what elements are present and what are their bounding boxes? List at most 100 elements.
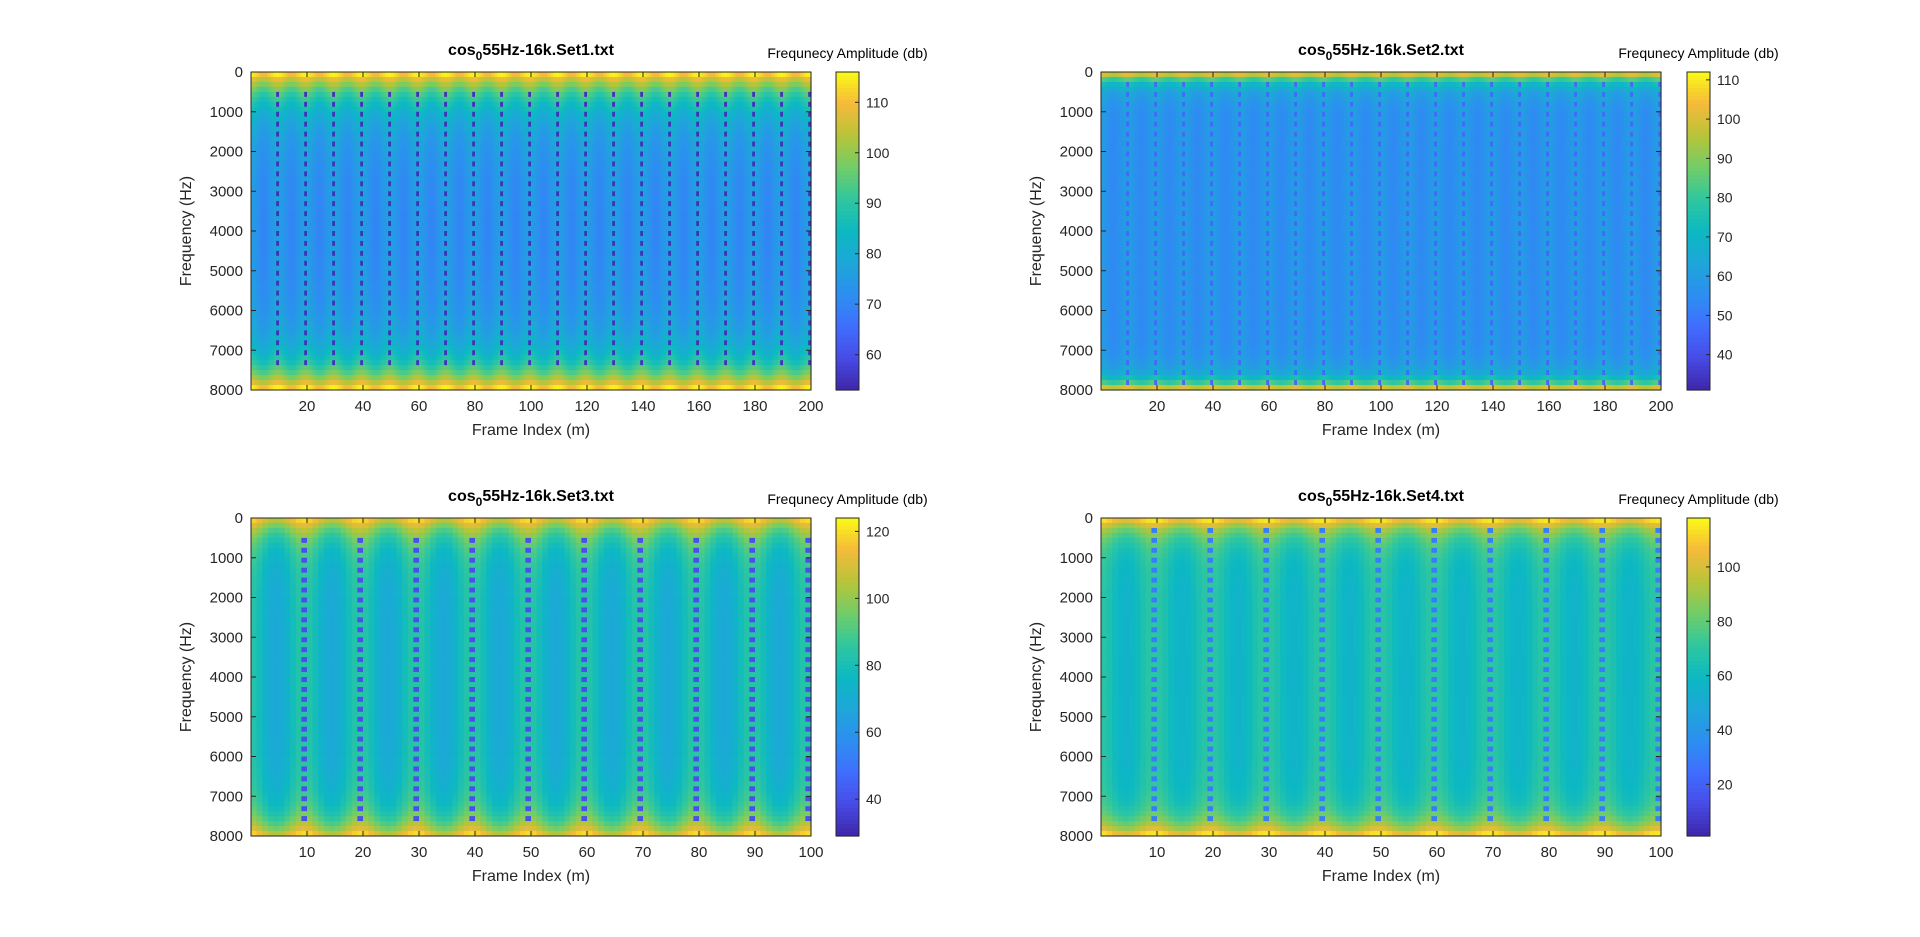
heatmap-cell (475, 72, 479, 78)
heatmap-cell (626, 86, 630, 93)
heatmap-cell (399, 106, 403, 113)
heatmap-cell (371, 106, 375, 113)
heatmap-cell (679, 96, 683, 103)
heatmap-cell (542, 76, 546, 83)
heatmap-cell (609, 81, 613, 88)
heatmap-cell (626, 96, 630, 103)
heatmap-cell (475, 96, 479, 103)
heatmap-cell (533, 76, 538, 83)
heatmap-cell (371, 101, 375, 108)
heatmap-cell (584, 86, 588, 93)
heatmap-cell (363, 101, 367, 108)
heatmap-cell (707, 91, 711, 98)
heatmap-cell (309, 72, 314, 78)
heatmap-cell (256, 81, 260, 88)
heatmap-cell (379, 96, 384, 103)
heatmap-cell (388, 91, 392, 98)
heatmap-cell (785, 96, 790, 103)
heatmap-cell (343, 96, 347, 103)
heatmap-cell (766, 91, 770, 98)
heatmap-cell (771, 106, 776, 113)
heatmap-cell (455, 72, 459, 78)
heatmap-cell (253, 106, 258, 113)
heatmap-cell (321, 101, 325, 108)
heatmap-cell (609, 86, 613, 93)
heatmap-cell (673, 86, 678, 93)
heatmap-cell (368, 106, 372, 113)
heatmap-cell (738, 96, 742, 103)
heatmap-cell (559, 96, 563, 103)
heatmap-cell (413, 91, 417, 98)
heatmap-cell (539, 91, 543, 98)
heatmap-cell (517, 91, 521, 98)
heatmap-cell (659, 106, 664, 113)
heatmap-cell (483, 72, 487, 78)
heatmap-cell (735, 91, 739, 98)
heatmap-cell (391, 106, 395, 113)
heatmap-cell (738, 72, 742, 78)
heatmap-cell (755, 81, 759, 88)
heatmap-cell (741, 106, 745, 113)
heatmap-cell (262, 76, 266, 83)
heatmap-cell (531, 76, 535, 83)
heatmap-cell (743, 91, 748, 98)
heatmap-cell (449, 81, 454, 88)
heatmap-cell (340, 76, 344, 83)
heatmap-cell (483, 106, 487, 113)
heatmap-cell (559, 91, 563, 98)
heatmap-cell (284, 101, 288, 108)
heatmap-cell (480, 91, 484, 98)
heatmap-cell (631, 81, 636, 88)
heatmap-cell (671, 81, 675, 88)
heatmap-cell (279, 101, 283, 108)
heatmap-cell (676, 86, 680, 93)
heatmap-cell (514, 96, 518, 103)
heatmap-cell (259, 86, 263, 93)
heatmap-cell (788, 72, 792, 78)
heatmap-cell (265, 111, 269, 118)
heatmap-cell (377, 91, 381, 98)
heatmap-cell (587, 86, 591, 93)
heatmap-cell (777, 81, 781, 88)
heatmap-cell (332, 76, 336, 83)
heatmap-cell (771, 101, 776, 108)
heatmap-cell (511, 91, 515, 98)
heatmap-cell (671, 72, 675, 78)
heatmap-cell (617, 96, 622, 103)
heatmap-cell (430, 96, 434, 103)
heatmap-cell (391, 86, 395, 93)
heatmap-cell (755, 76, 759, 83)
heatmap-cell (729, 106, 734, 113)
heatmap-cell (253, 101, 258, 108)
heatmap-cell (743, 96, 748, 103)
heatmap-cell (304, 81, 308, 88)
heatmap-cell (287, 81, 291, 88)
heatmap-cell (539, 81, 543, 88)
heatmap-cell (780, 86, 784, 93)
heatmap-cell (645, 76, 650, 83)
heatmap-cell (573, 96, 577, 103)
heatmap-cell (545, 72, 549, 78)
heatmap-cell (567, 106, 571, 113)
heatmap-cell (318, 86, 322, 93)
heatmap-cell (564, 106, 568, 113)
heatmap-cell (559, 86, 563, 93)
heatmap-cell (413, 106, 417, 113)
heatmap-cell (427, 96, 431, 103)
heatmap-cell (500, 106, 504, 113)
heatmap-cell (407, 106, 412, 113)
heatmap-cell (673, 76, 678, 83)
heatmap-cell (416, 101, 420, 108)
heatmap-cell (326, 72, 330, 78)
heatmap-cell (783, 76, 787, 83)
heatmap-cell (298, 86, 302, 93)
heatmap-cell (293, 96, 297, 103)
heatmap-cell (508, 91, 512, 98)
heatmap-cell (365, 81, 370, 88)
heatmap-cell (791, 76, 795, 83)
heatmap-cell (589, 76, 594, 83)
heatmap-cell (393, 96, 398, 103)
heatmap-cell (449, 76, 454, 83)
heatmap-cell (517, 96, 521, 103)
heatmap-cell (332, 96, 336, 103)
